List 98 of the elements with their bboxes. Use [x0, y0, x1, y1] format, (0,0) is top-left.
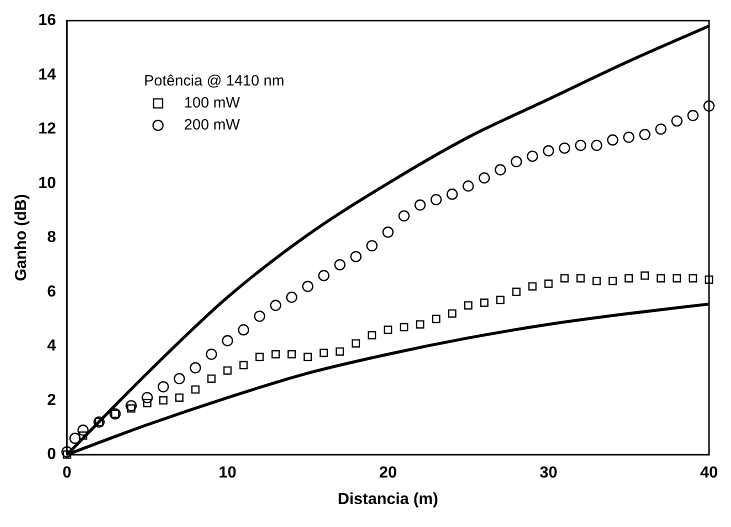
- point: [336, 347, 344, 356]
- point: [190, 362, 202, 374]
- y-tick-label: 4: [47, 338, 56, 355]
- legend-label: 100 mW: [184, 94, 241, 112]
- point: [255, 352, 264, 362]
- point: [446, 188, 458, 200]
- point: [286, 292, 298, 303]
- point: [591, 140, 602, 152]
- point: [334, 259, 346, 270]
- point: [414, 199, 426, 211]
- y-tick-label: 6: [47, 283, 56, 300]
- point: [174, 373, 185, 384]
- point: [238, 324, 250, 336]
- point: [320, 348, 328, 358]
- y-tick-label: 12: [38, 120, 56, 138]
- point: [239, 360, 248, 370]
- point: [576, 274, 585, 282]
- point: [432, 314, 440, 324]
- point: [127, 404, 136, 413]
- point: [608, 276, 617, 286]
- y-tick-label: 14: [38, 66, 56, 84]
- point: [382, 226, 394, 238]
- point: [639, 128, 650, 140]
- point: [206, 348, 218, 360]
- point: [655, 123, 666, 135]
- point: [175, 393, 184, 402]
- point: [510, 156, 522, 168]
- point: [126, 400, 137, 412]
- point: [368, 331, 376, 340]
- point: [78, 431, 88, 440]
- y-axis-title: Ganho (dB): [13, 194, 30, 282]
- x-tick-label: 30: [540, 464, 558, 482]
- point: [271, 350, 280, 358]
- point: [254, 310, 266, 322]
- point: [623, 132, 634, 143]
- point: [607, 134, 618, 146]
- point: [158, 381, 169, 392]
- point: [462, 180, 474, 192]
- x-tick-label: 40: [700, 464, 718, 482]
- point: [400, 322, 408, 332]
- point: [270, 300, 282, 312]
- point: [480, 298, 488, 307]
- point: [464, 301, 472, 310]
- point: [288, 350, 296, 358]
- point: [302, 280, 314, 292]
- point: [592, 276, 601, 286]
- point: [142, 392, 153, 404]
- point: [222, 335, 234, 346]
- point: [416, 320, 424, 329]
- point: [672, 274, 682, 282]
- point: [528, 282, 537, 291]
- point: [544, 280, 553, 288]
- point: [430, 194, 442, 206]
- point: [69, 432, 81, 444]
- point: [223, 366, 232, 375]
- point: [656, 274, 666, 282]
- point: [624, 274, 633, 282]
- y-tick-label: 0: [47, 446, 56, 464]
- point: [62, 450, 72, 459]
- point: [671, 115, 683, 127]
- x-tick-label: 20: [379, 464, 397, 482]
- x-axis-title: Distancia (m): [338, 490, 438, 508]
- point: [558, 142, 570, 154]
- point: [704, 275, 714, 284]
- point: [560, 274, 569, 282]
- point: [398, 210, 410, 222]
- point: [496, 296, 505, 304]
- y-tick-label: 10: [38, 174, 56, 192]
- point: [77, 424, 89, 436]
- y-tick-label: 16: [38, 12, 56, 30]
- x-tick-label: 10: [218, 464, 236, 482]
- point: [350, 250, 362, 262]
- point: [143, 398, 152, 408]
- point: [448, 309, 456, 318]
- point: [61, 446, 73, 458]
- point: [526, 150, 538, 162]
- legend-label: 200 mW: [184, 116, 241, 134]
- point: [542, 145, 554, 156]
- point: [159, 396, 168, 405]
- x-tick-label: 0: [62, 464, 72, 482]
- point: [688, 274, 698, 282]
- point: [207, 374, 216, 383]
- point: [366, 240, 378, 252]
- point: [494, 164, 506, 176]
- point: [574, 140, 586, 152]
- point: [512, 288, 521, 296]
- point: [478, 172, 490, 184]
- legend-title: Potência @ 1410 nm: [144, 72, 284, 90]
- point: [352, 339, 360, 348]
- point: [318, 270, 330, 282]
- point: [687, 110, 699, 122]
- point: [304, 352, 312, 362]
- point: [640, 271, 649, 280]
- point: [384, 326, 392, 334]
- y-tick-label: 8: [47, 229, 56, 246]
- y-tick-label: 2: [47, 392, 56, 409]
- point: [191, 385, 200, 394]
- point: [703, 100, 715, 112]
